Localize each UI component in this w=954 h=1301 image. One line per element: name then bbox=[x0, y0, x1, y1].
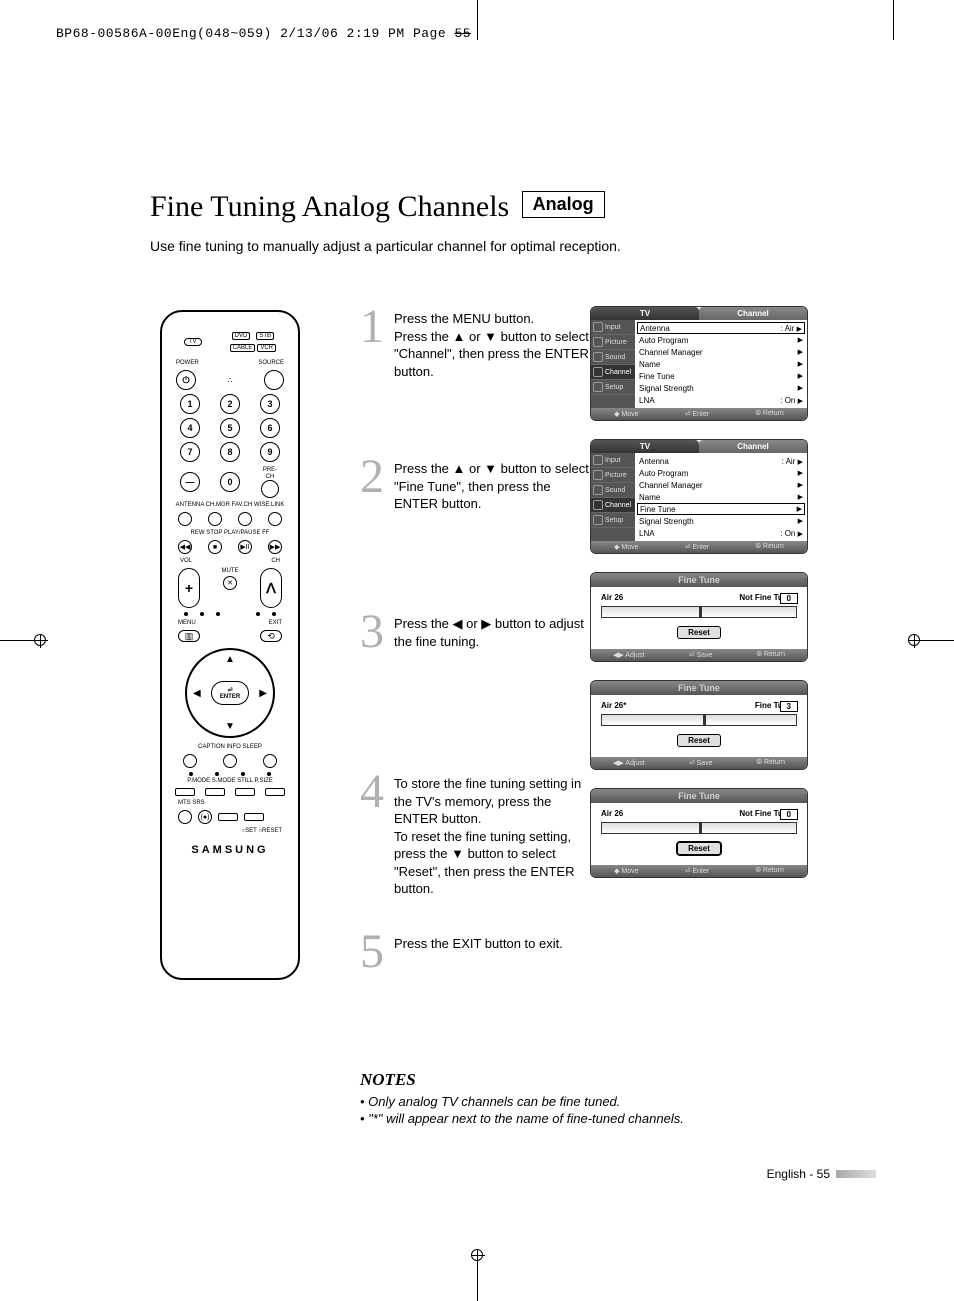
analog-badge: Analog bbox=[522, 191, 605, 218]
crop-mark bbox=[0, 640, 34, 641]
osd-channel-menu-1: TV Channel Input Picture Sound Channel S… bbox=[590, 306, 808, 421]
crop-mark bbox=[893, 0, 894, 40]
osd-fine-tune-2: Fine Tune Air 26*Fine Tuned 3 Reset ◀▶ A… bbox=[590, 680, 808, 770]
remote-illustration: TV DVD STB CABLE VCR POWER SOURCE ⏻ ∴ 12… bbox=[160, 310, 300, 980]
step-2: 2 Press the ▲ or ▼ button to select "Fin… bbox=[360, 458, 590, 593]
crop-mark bbox=[920, 640, 954, 641]
reset-button: Reset bbox=[677, 626, 721, 639]
step-4: 4 To store the fine tuning setting in th… bbox=[360, 773, 590, 913]
power-button: ⏻ bbox=[176, 370, 196, 390]
ch-up: ᐱ bbox=[260, 568, 282, 608]
menu-button: ▥ bbox=[178, 630, 200, 642]
notes-section: NOTES Only analog TV channels can be fin… bbox=[360, 1070, 810, 1128]
brand-logo: SAMSUNG bbox=[170, 844, 290, 856]
print-crop-header: BP68-00586A-00Eng(048~059) 2/13/06 2:19 … bbox=[56, 26, 471, 41]
tv-button: TV bbox=[184, 338, 202, 346]
notes-heading: NOTES bbox=[360, 1070, 810, 1090]
crop-mark bbox=[477, 0, 478, 40]
note-item: "*" will appear next to the name of fine… bbox=[360, 1111, 810, 1126]
vol-up: + bbox=[178, 568, 200, 608]
step-5: 5 Press the EXIT button to exit. bbox=[360, 933, 590, 971]
page-footer: English - 55 bbox=[767, 1167, 876, 1181]
reset-button: Reset bbox=[677, 734, 721, 747]
page-title: Fine Tuning Analog Channels bbox=[150, 190, 509, 224]
osd-channel-menu-2: TV Channel Input Picture Sound Channel S… bbox=[590, 439, 808, 554]
source-button bbox=[264, 370, 284, 390]
intro-text: Use fine tuning to manually adjust a par… bbox=[150, 238, 870, 254]
step-3: 3 Press the ◀ or ▶ button to adjust the … bbox=[360, 613, 590, 753]
crop-registration bbox=[34, 634, 46, 646]
steps-list: 1 Press the MENU button.Press the ▲ or ▼… bbox=[360, 308, 590, 991]
osd-fine-tune-1: Fine Tune Air 26Not Fine Tuned 0 Reset ◀… bbox=[590, 572, 808, 662]
nav-ring: ▲ ▼ ◀ ▶ ⏎ ENTER bbox=[185, 648, 275, 738]
enter-button: ⏎ ENTER bbox=[211, 681, 249, 705]
reset-button-selected: Reset bbox=[677, 842, 721, 855]
crop-registration bbox=[471, 1249, 483, 1261]
osd-fine-tune-3: Fine Tune Air 26Not Fine Tuned 0 Reset ◆… bbox=[590, 788, 808, 878]
note-item: Only analog TV channels can be fine tune… bbox=[360, 1094, 810, 1109]
step-1: 1 Press the MENU button.Press the ▲ or ▼… bbox=[360, 308, 590, 438]
exit-button: ⟲ bbox=[260, 630, 282, 642]
crop-registration bbox=[908, 634, 920, 646]
crop-mark bbox=[477, 1261, 478, 1301]
step-text: Press the MENU button.Press the ▲ or ▼ b… bbox=[394, 308, 590, 380]
